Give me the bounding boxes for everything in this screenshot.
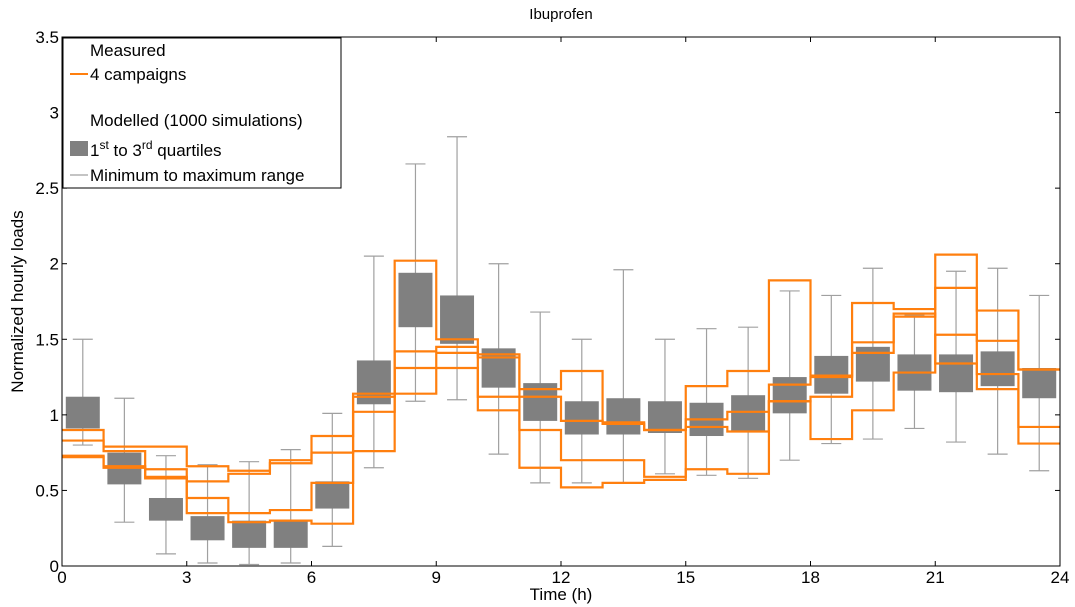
y-axis-title: Normalized hourly loads [8,210,27,392]
modelled-box-8 [398,163,433,402]
y-tick-label: 3 [50,104,59,123]
modelled-boxes-group [65,136,1057,566]
axis-ticks-group: 0 3 6 9 12 15 18 21 24 0 0.5 1 1.5 2 2.5 3 3.5 [35,28,1069,587]
legend-quartile-sup2: rd [142,138,153,152]
modelled-box-17 [772,290,807,461]
measured-lines-group [62,253,1060,525]
x-tick-label: 15 [676,568,695,587]
legend-quartile-prefix: 1 [90,141,99,160]
modelled-box-5 [273,449,308,564]
modelled-box-2 [148,455,183,555]
y-tick-label: 2.5 [35,179,59,198]
quartile-box [606,398,641,435]
quartile-box [232,520,267,548]
legend-quartile-sup1: st [99,138,109,152]
x-tick-label: 0 [57,568,66,587]
legend-quartile-suffix: quartiles [153,141,222,160]
modelled-box-23 [1022,294,1057,472]
chart-title: Ibuprofen [529,6,592,23]
quartile-box [772,377,807,414]
quartile-box [440,295,475,344]
legend-box [62,37,342,189]
quartile-box [564,401,599,435]
modelled-box-0 [65,338,100,446]
x-tick-label: 3 [182,568,191,587]
x-tick-label: 21 [926,568,945,587]
legend-measured-series-label: 4 campaigns [90,65,186,84]
legend-quartile-label: 1st to 3rd quartiles [90,138,222,160]
quartile-box [398,272,433,328]
measured-series-2 [62,333,1060,515]
x-tick-label: 6 [307,568,316,587]
legend-modelled-header: Modelled (1000 simulations) [90,111,303,130]
modelled-box-21 [939,270,974,443]
y-tick-label: 1.5 [35,330,59,349]
modelled-box-6 [315,412,350,547]
legend-quartile-swatch [70,141,88,156]
x-tick-label: 9 [432,568,441,587]
modelled-box-7 [356,255,391,469]
y-tick-label: 3.5 [35,28,59,47]
y-tick-label: 1 [50,406,59,425]
modelled-box-18 [814,294,849,445]
quartile-box [647,401,682,433]
legend-range-label: Minimum to maximum range [90,166,304,185]
y-tick-label: 0 [50,557,59,576]
modelled-box-10 [481,263,516,455]
quartile-box [731,395,766,432]
quartile-box [315,481,350,509]
x-tick-label: 12 [552,568,571,587]
modelled-box-14 [647,338,682,475]
modelled-box-13 [606,269,641,484]
modelled-box-16 [731,326,766,479]
quartile-box [273,520,308,548]
x-tick-label: 18 [801,568,820,587]
y-tick-label: 2 [50,255,59,274]
modelled-box-1 [107,397,142,523]
quartile-box [939,354,974,393]
quartile-box [65,396,100,429]
modelled-box-22 [980,267,1015,455]
measured-series-3 [62,312,1060,525]
y-tick-label: 0.5 [35,481,59,500]
modelled-box-15 [689,328,724,476]
legend-measured-header: Measured [90,41,166,60]
x-axis-title: Time (h) [530,585,593,604]
legend-quartile-mid: to 3 [109,141,142,160]
quartile-box [980,351,1015,387]
modelled-box-9 [440,136,475,401]
quartile-box [1022,368,1057,399]
legend: Measured 4 campaigns Modelled (1000 simu… [62,37,342,189]
quartile-box [148,497,183,521]
modelled-box-12 [564,338,599,484]
quartile-box [190,516,225,541]
x-tick-label: 24 [1051,568,1070,587]
measured-series-0 [62,253,1060,472]
